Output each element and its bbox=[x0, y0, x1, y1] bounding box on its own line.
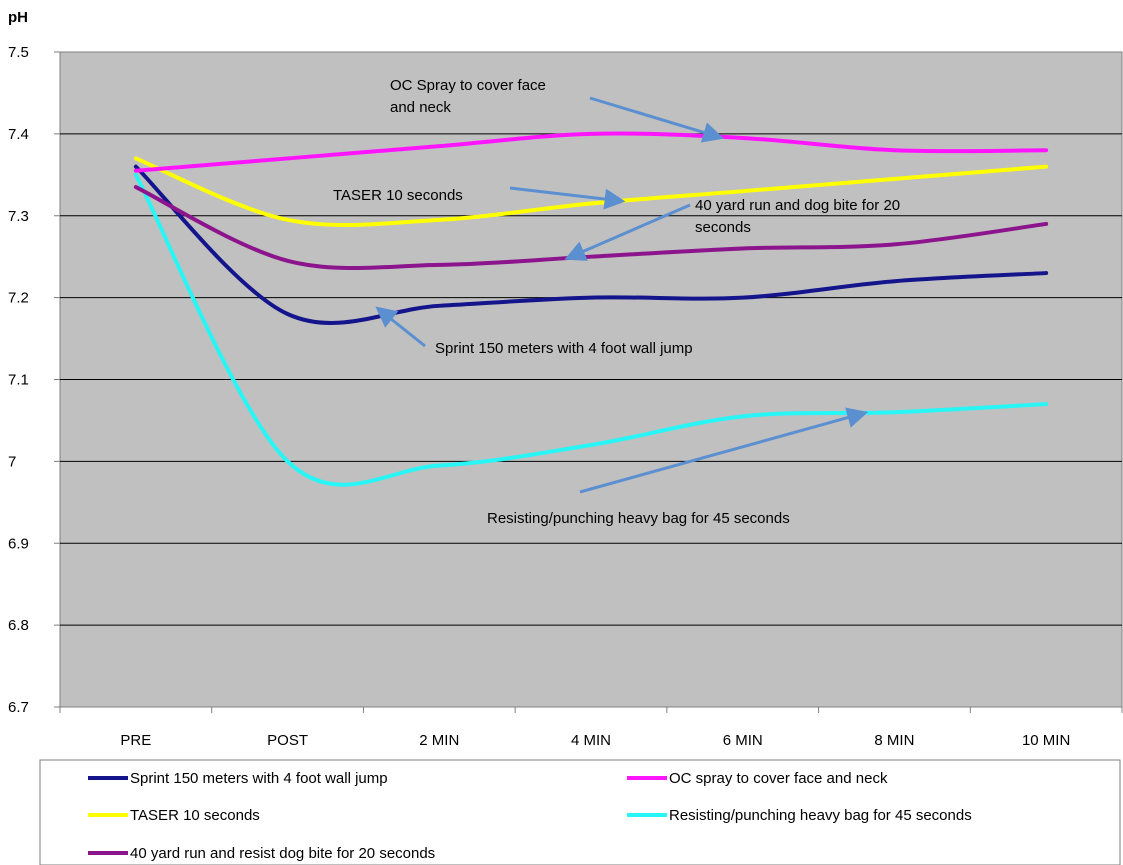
annotation-1: TASER 10 seconds bbox=[333, 186, 626, 210]
y-tick-label: 7.2 bbox=[8, 290, 29, 307]
annotation-text: TASER 10 seconds bbox=[333, 187, 463, 204]
x-tick-label: PRE bbox=[120, 732, 151, 749]
y-tick-label: 7.4 bbox=[8, 126, 29, 143]
legend-item: Resisting/punching heavy bag for 45 seco… bbox=[627, 807, 972, 824]
axes bbox=[59, 707, 1123, 713]
series-line-2 bbox=[133, 156, 1049, 228]
y-tick-label: 6.9 bbox=[8, 535, 29, 552]
legend-box bbox=[39, 759, 1121, 865]
x-tick-label: 6 MIN bbox=[723, 732, 763, 749]
annotations: OC Spray to cover face and neck TASER 10 s… bbox=[333, 77, 900, 527]
legend-label: Resisting/punching heavy bag for 45 seco… bbox=[669, 807, 972, 824]
legend: Sprint 150 meters with 4 foot wall jump O… bbox=[39, 759, 1121, 865]
series-lines bbox=[133, 131, 1049, 487]
x-tick-label: 2 MIN bbox=[419, 732, 459, 749]
series-line-0 bbox=[133, 164, 1049, 325]
y-tick-label: 7.1 bbox=[8, 372, 29, 389]
annotation-arrow bbox=[579, 407, 869, 494]
series-line-1 bbox=[133, 131, 1049, 173]
x-tick-label: POST bbox=[267, 732, 308, 749]
series-line-4 bbox=[133, 185, 1049, 271]
annotation-text: 40 yard run and dog bite for 20 seconds bbox=[695, 197, 900, 236]
x-tick-label: 10 MIN bbox=[1022, 732, 1070, 749]
x-tick-label: 4 MIN bbox=[571, 732, 611, 749]
annotation-arrow bbox=[375, 306, 426, 348]
legend-item: Sprint 150 meters with 4 foot wall jump bbox=[88, 770, 388, 787]
x-tick-labels: PRE POST 2 MIN 4 MIN 6 MIN 8 MIN 10 MIN bbox=[120, 732, 1070, 749]
annotation-text: Sprint 150 meters with 4 foot wall jump bbox=[435, 340, 693, 357]
annotation-text: Resisting/punching heavy bag for 45 seco… bbox=[487, 510, 790, 527]
legend-item: TASER 10 seconds bbox=[88, 807, 260, 824]
y-tick-label: 6.7 bbox=[8, 699, 29, 716]
annotation-arrow bbox=[564, 203, 691, 261]
y-tick-labels: 7.5 7.4 7.3 7.2 7.1 7 6.9 6.8 6.7 bbox=[8, 44, 29, 716]
x-tick-label: 8 MIN bbox=[874, 732, 914, 749]
annotation-arrow bbox=[509, 186, 626, 210]
y-tick-label: 7 bbox=[8, 453, 16, 470]
annotation-4: Resisting/punching heavy bag for 45 seco… bbox=[487, 407, 869, 527]
annotation-0: OC Spray to cover face and neck bbox=[390, 77, 724, 143]
annotation-arrow bbox=[589, 96, 724, 143]
annotation-3: Sprint 150 meters with 4 foot wall jump bbox=[375, 306, 693, 357]
y-tick-label: 7.5 bbox=[8, 44, 29, 61]
legend-item: 40 yard run and resist dog bite for 20 s… bbox=[88, 845, 435, 862]
series-line-3 bbox=[133, 172, 1049, 487]
legend-label: Sprint 150 meters with 4 foot wall jump bbox=[130, 770, 388, 787]
legend-label: TASER 10 seconds bbox=[130, 807, 260, 824]
y-tick-label: 7.3 bbox=[8, 208, 29, 225]
annotation-2: 40 yard run and dog bite for 20 seconds bbox=[564, 197, 900, 261]
y-axis-title: pH bbox=[8, 9, 28, 26]
annotation-text: OC Spray to cover face and neck bbox=[390, 77, 546, 116]
legend-label: 40 yard run and resist dog bite for 20 s… bbox=[130, 845, 435, 862]
legend-label: OC spray to cover face and neck bbox=[669, 770, 888, 787]
y-tick-label: 6.8 bbox=[8, 617, 29, 634]
legend-item: OC spray to cover face and neck bbox=[627, 770, 888, 787]
